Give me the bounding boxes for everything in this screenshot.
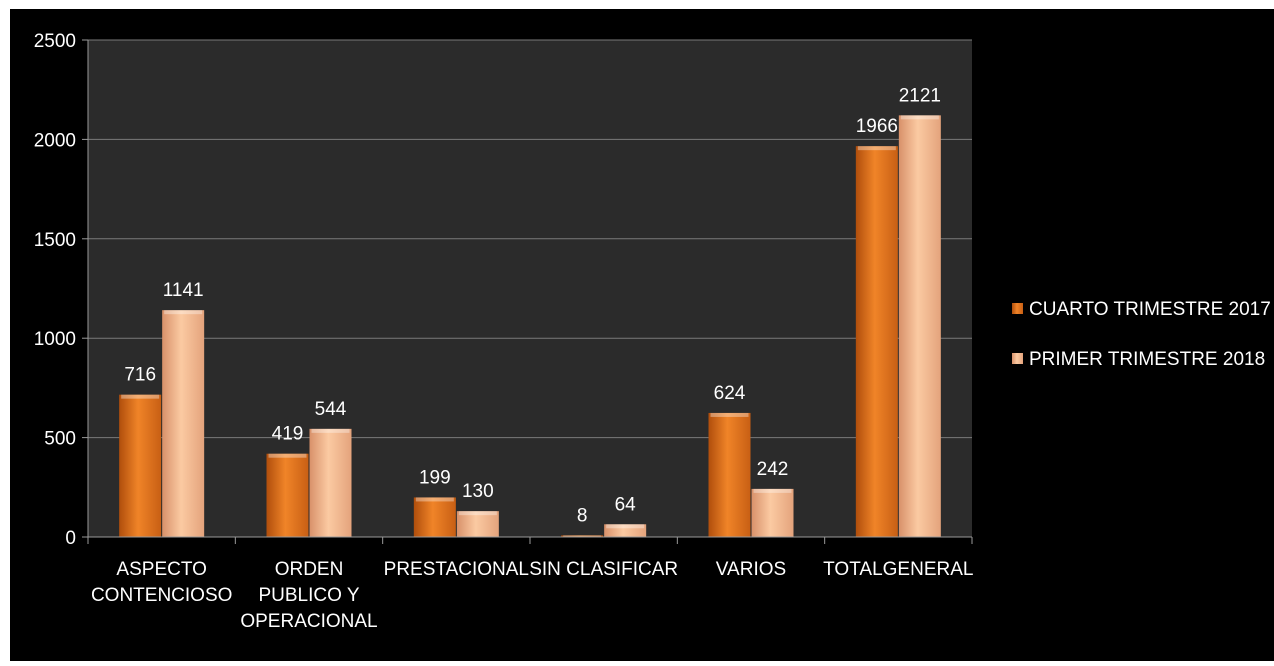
data-label: 199 [419, 467, 451, 488]
x-tick-label: TOTALGENERAL [823, 559, 973, 580]
bar-series-1 [708, 412, 751, 537]
data-label: 64 [615, 494, 637, 515]
bar-highlight [311, 428, 350, 433]
bar-highlight [268, 453, 307, 458]
bar-highlight [857, 146, 896, 151]
y-tick-label: 2000 [34, 130, 76, 151]
bar-series-2 [162, 310, 205, 537]
bar-highlight [900, 115, 939, 120]
legend-swatch [1012, 303, 1023, 314]
axes: 0 500 1000 1500 2000 2500 ASPECTO CONTENCIOSOOR… [34, 31, 974, 632]
x-tick-label: ASPECTO CONTENCIOSO [91, 559, 232, 606]
x-tick-label: VARIOS [716, 559, 786, 580]
bar-highlight [458, 511, 497, 516]
bar-highlight [563, 535, 602, 537]
data-label: 130 [462, 481, 494, 502]
plot-area [88, 40, 972, 537]
bar-highlight [710, 412, 749, 417]
data-label: 624 [714, 383, 746, 404]
bar-highlight [753, 488, 792, 493]
bar-series-2 [309, 428, 352, 537]
y-tick-label: 500 [44, 429, 76, 450]
x-tick-label: PRESTACIONAL [384, 559, 529, 580]
y-tick-label: 2500 [34, 31, 76, 52]
x-tick-label: SIN CLASIFICAR [529, 559, 678, 580]
gridlines [88, 39, 972, 439]
data-label: 544 [315, 399, 347, 420]
data-label: 1141 [163, 280, 204, 301]
bar-series-2 [751, 488, 794, 537]
data-label: 419 [272, 424, 304, 445]
bar-series-2 [604, 524, 647, 537]
bar-series-1 [119, 394, 162, 537]
y-tick-label: 1500 [34, 230, 76, 251]
bar-series-2 [898, 115, 941, 537]
bar-series-2 [456, 511, 499, 537]
y-tick-label: 1000 [34, 329, 76, 350]
data-label: 242 [757, 459, 789, 480]
bar-highlight [606, 524, 645, 529]
bar-series-1 [413, 497, 456, 537]
bar-series-1 [855, 146, 898, 538]
bar-highlight [415, 497, 454, 502]
bar-highlight [121, 394, 160, 399]
x-tick-label: ORDEN PUBLICO Y OPERACIONAL [240, 559, 377, 632]
data-label: 1966 [856, 116, 898, 137]
bar-chart: 0 500 1000 1500 2000 2500 ASPECTO CONTENCIOSOOR… [34, 31, 1271, 632]
bar-highlight [164, 310, 203, 315]
bar-series-1 [266, 453, 309, 537]
data-labels: 716 419 199 8 624 1966 1141 544 130 64 242 2121 [124, 85, 941, 526]
data-label: 716 [124, 365, 156, 386]
data-label: 8 [577, 505, 588, 526]
data-label: 2121 [899, 85, 941, 106]
y-tick-label: 0 [65, 528, 76, 549]
legend-label: PRIMER TRIMESTRE 2018 [1029, 349, 1265, 370]
chart-frame: 0 500 1000 1500 2000 2500 ASPECTO CONTENCIOSO OR… [10, 9, 1274, 661]
legend-label: CUARTO TRIMESTRE 2017 [1029, 299, 1271, 320]
legend: CUARTO TRIMESTRE 2017 PRIMER TRIMESTRE 20… [1012, 299, 1271, 370]
bars [119, 115, 941, 538]
bar-series-1 [561, 535, 604, 537]
legend-swatch [1012, 353, 1023, 364]
